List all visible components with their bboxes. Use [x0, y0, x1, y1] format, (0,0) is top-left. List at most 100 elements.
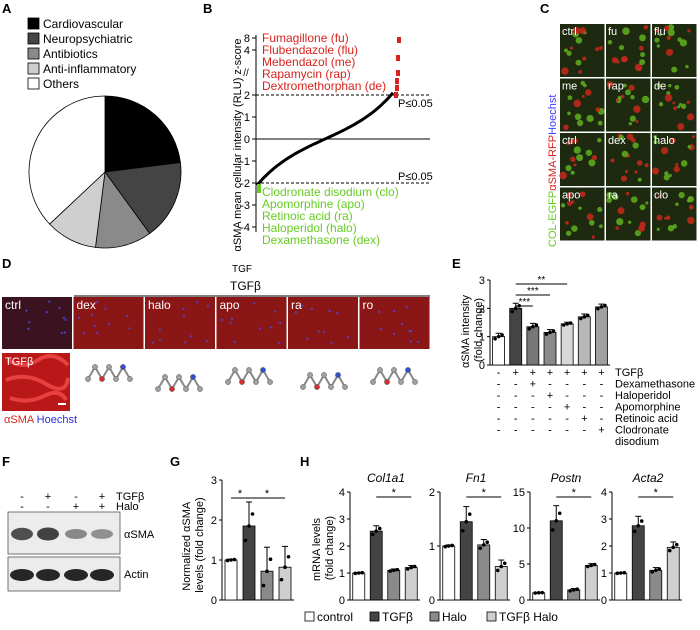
panel-e-bar-chart: αSMA intensity (fold change) 0123*******…	[460, 275, 695, 448]
c-cell	[620, 94, 625, 99]
c-tile-label: dex	[608, 135, 626, 147]
c-cell	[611, 57, 619, 64]
d-tile-bg	[359, 297, 430, 349]
d-nucleus	[269, 326, 273, 329]
e-sign: -	[548, 413, 552, 425]
d-molecule-atom	[120, 364, 126, 370]
h-col1a1-data-point	[388, 569, 393, 573]
f-bands	[10, 527, 114, 581]
pie-slices	[28, 95, 182, 249]
c-cell	[689, 204, 694, 210]
e-data-point	[585, 313, 590, 318]
h-col1a1-y-tick-label: 0	[339, 595, 345, 607]
c-cell	[673, 106, 678, 111]
g-y-tick-label: 3	[211, 475, 217, 487]
c-cell	[665, 48, 674, 56]
panel-c-microscopy-grid: COL-EGFPαSMA-RFPHoechst ctrl fu flu me rap de…	[547, 24, 697, 247]
c-cell	[627, 220, 632, 224]
c-cell	[656, 44, 660, 48]
e-y-axis-label: αSMA intensity (fold change)	[460, 292, 485, 368]
c-cell	[576, 154, 584, 162]
b-top-hit-point	[396, 55, 400, 61]
c-cell	[675, 202, 679, 206]
legend-label: TGFβ	[382, 610, 413, 624]
e-sign: -	[497, 379, 501, 391]
h-postn-data-point	[585, 564, 590, 569]
c-cell	[634, 229, 642, 237]
pie-legend-label: Antibiotics	[43, 47, 98, 61]
h-fn1-data-point	[450, 543, 455, 548]
f-sign: +	[99, 491, 105, 503]
d-nucleus	[158, 338, 161, 342]
c-cell	[576, 119, 584, 127]
h-col1a1-y-tick-label: 1	[339, 568, 345, 580]
c-cell	[656, 83, 661, 88]
e-sign: -	[548, 425, 552, 437]
e-data-point	[568, 321, 573, 325]
d-nucleus	[25, 309, 28, 312]
c-cell	[606, 192, 613, 198]
c-cell	[667, 224, 675, 232]
d-tile-bg	[145, 297, 215, 349]
d-nucleus	[63, 331, 67, 334]
h-acta2-bar	[666, 546, 680, 601]
c-cell	[615, 226, 619, 230]
e-y-tick-label: 3	[479, 275, 485, 287]
c-cell	[658, 102, 664, 107]
c-cell	[654, 37, 660, 43]
h-col1a1-data-point	[391, 568, 396, 573]
e-y-tick-label: 1	[479, 332, 485, 344]
c-cell	[629, 115, 636, 122]
f-sign: -	[20, 491, 24, 503]
h-col1a1-data-point	[356, 571, 361, 575]
c-cell	[656, 214, 663, 221]
pie-legend-swatch	[27, 62, 40, 75]
e-data-point	[603, 303, 607, 308]
h-postn-data-point	[575, 587, 580, 591]
c-cell	[595, 47, 600, 52]
h-acta2-data-point	[650, 570, 655, 574]
f-asma-band	[65, 528, 87, 540]
h-postn-data-point	[571, 588, 576, 592]
g-data-point	[265, 569, 269, 573]
c-cell	[588, 159, 596, 167]
g-data-point	[283, 565, 287, 569]
c-cell	[561, 67, 569, 75]
d-nucleus	[58, 306, 61, 310]
c-cell	[618, 45, 625, 51]
c-cell	[639, 34, 646, 42]
h-acta2-y-tick-label: 2	[601, 541, 607, 553]
d-tile-bg	[288, 297, 358, 349]
b-top-hit-point	[394, 92, 398, 98]
c-cell	[617, 95, 622, 100]
c-tile-label: fu	[608, 26, 617, 38]
h-sig-star: *	[654, 487, 659, 499]
d-tile-label: ra	[291, 298, 302, 312]
d-nucleus	[328, 309, 331, 313]
b-y-tick-label: 0	[244, 134, 250, 146]
d-nucleus	[158, 328, 161, 332]
h-fn1-data-point	[467, 512, 472, 516]
d-nucleus	[230, 317, 234, 321]
c-cell	[567, 111, 571, 116]
f-sign: -	[74, 491, 78, 503]
b-bottom-hit-label: Clodronate disodium (clo)	[262, 185, 399, 199]
c-cell	[565, 230, 572, 236]
g-y-label-line2: levels (fold change)	[194, 497, 206, 592]
b-y-ticks: -4 -3 -2 -1 0 1 2 48 //	[240, 33, 256, 234]
h-col1a1-data-point	[409, 565, 414, 570]
h-postn-data-point	[550, 528, 555, 532]
h-col1a1-data-point	[370, 532, 375, 537]
g-data-point	[225, 558, 230, 563]
c-cell	[583, 83, 587, 88]
pie-legend-swatch	[27, 32, 40, 45]
d-molecule-atom	[391, 367, 397, 373]
pie-slice	[28, 95, 106, 225]
c-cell	[621, 150, 629, 158]
c-cell	[616, 98, 620, 102]
pie-legend: CardiovascularNeuropsychiatricAntibiotic…	[27, 17, 136, 91]
d-molecule-atom	[162, 374, 168, 380]
c-cell	[563, 48, 568, 53]
